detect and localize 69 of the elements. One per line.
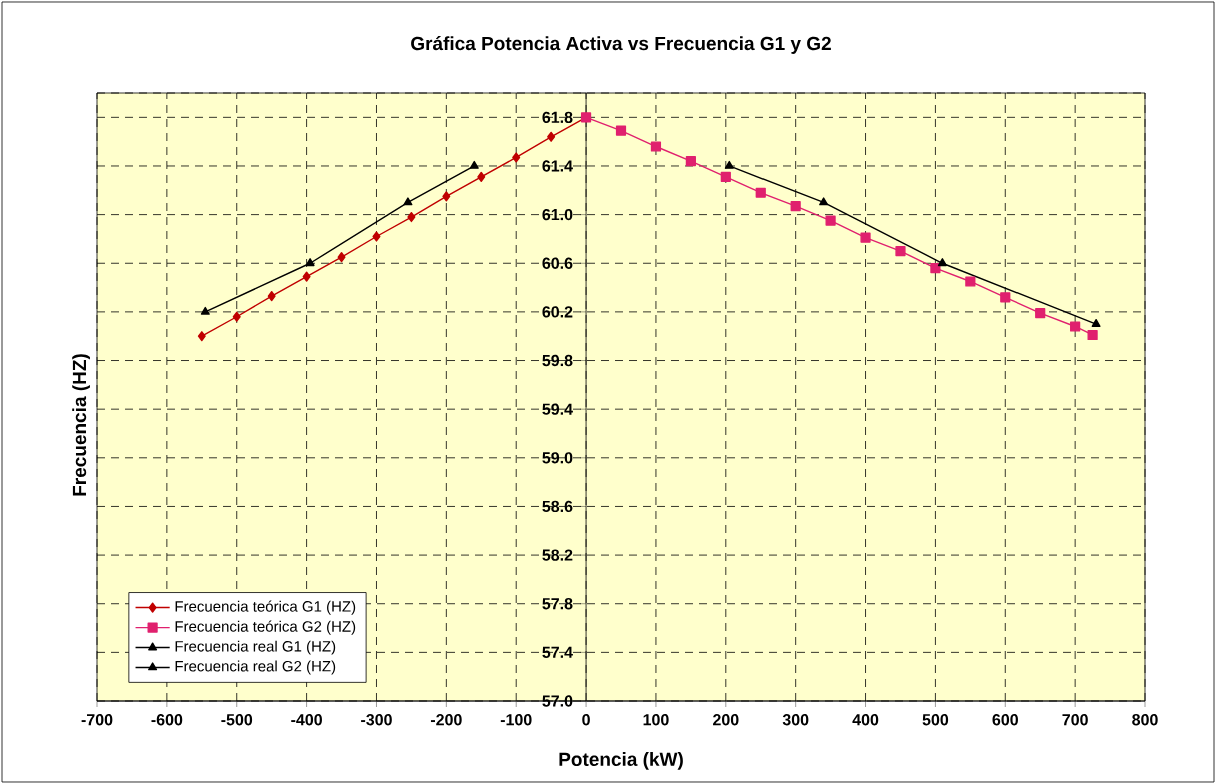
point	[1035, 308, 1046, 319]
y-tick-label: 61.0	[542, 208, 573, 221]
point	[302, 271, 311, 282]
legend-label: Frecuencia real G2 (HZ)	[175, 660, 336, 675]
point	[1091, 318, 1101, 327]
x-tick-label: 0	[582, 714, 590, 726]
x-tick-label: 500	[922, 714, 949, 726]
point	[685, 156, 696, 167]
point	[477, 171, 486, 183]
y-tick-label: 59.4	[542, 403, 573, 415]
point	[512, 152, 521, 163]
point	[937, 258, 947, 267]
x-tick-label: 800	[1132, 714, 1158, 726]
point	[407, 211, 416, 223]
point	[790, 201, 801, 212]
x-tick-label: -700	[81, 714, 113, 726]
x-tick-label: 700	[1062, 714, 1088, 726]
chart-title: Gráfica Potencia Activa vs Frecuencia G1 y G2	[411, 36, 831, 54]
point	[197, 331, 206, 342]
y-tick-label: 60.2	[542, 306, 573, 318]
point	[615, 125, 627, 136]
y-tick-label: 60.6	[542, 257, 573, 269]
y-tick-label: 58.6	[542, 500, 573, 513]
y-tick-label: 61.4	[542, 160, 573, 172]
y-tick-label: 57.8	[542, 598, 573, 610]
point	[650, 141, 662, 152]
x-tick-label: 400	[852, 714, 879, 726]
point	[1087, 329, 1098, 341]
point	[232, 311, 241, 322]
x-tick-label: -100	[500, 714, 532, 726]
point	[825, 215, 836, 226]
y-tick-label: 59.8	[542, 354, 573, 367]
point	[860, 232, 871, 243]
x-tick-label: 200	[713, 714, 739, 726]
point	[819, 197, 829, 206]
point	[895, 245, 906, 257]
legend-label: Frecuencia teórica G2 (HZ)	[175, 620, 356, 635]
y-tick-label: 59.0	[542, 452, 573, 464]
point	[469, 160, 479, 169]
y-tick-label: 58.2	[542, 549, 573, 561]
point	[1000, 292, 1011, 303]
x-tick-label: -400	[291, 714, 322, 726]
x-axis-title: Potencia (kW)	[559, 752, 683, 770]
legend-label: Frecuencia real G1 (HZ)	[175, 640, 336, 655]
x-tick-label: -200	[430, 714, 462, 726]
x-tick-label: 600	[992, 714, 1018, 726]
point	[724, 160, 734, 169]
y-tick-label: 61.8	[542, 111, 573, 123]
point	[267, 290, 276, 302]
point	[442, 191, 451, 202]
x-tick-label: 100	[643, 714, 669, 726]
y-tick-label: 57.4	[542, 646, 573, 658]
x-tick-label: -500	[221, 714, 253, 726]
point	[965, 276, 976, 287]
point	[547, 131, 556, 142]
x-tick-label: -300	[361, 714, 392, 726]
point	[755, 187, 766, 198]
point	[337, 252, 346, 263]
legend-label: Frecuencia teórica G1 (HZ)	[175, 600, 356, 615]
point	[720, 171, 731, 183]
point	[1070, 321, 1081, 332]
x-tick-label: 300	[782, 714, 809, 726]
point	[930, 263, 941, 274]
point	[372, 231, 381, 242]
x-tick-label: -600	[151, 714, 183, 726]
point	[305, 258, 315, 267]
y-axis-title: Frecuencia (HZ)	[72, 354, 90, 496]
point	[200, 306, 210, 315]
point	[403, 197, 413, 206]
